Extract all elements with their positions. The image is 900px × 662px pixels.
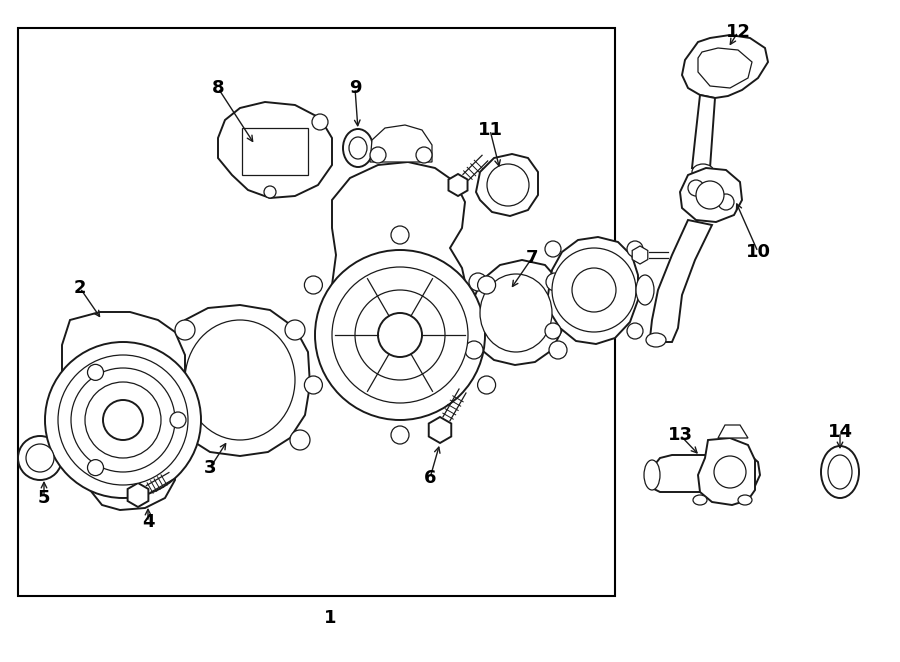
- Polygon shape: [332, 162, 468, 375]
- Polygon shape: [698, 438, 755, 505]
- Circle shape: [696, 181, 724, 209]
- Circle shape: [465, 341, 483, 359]
- Polygon shape: [448, 174, 467, 196]
- Circle shape: [627, 241, 643, 257]
- Circle shape: [87, 364, 104, 381]
- Polygon shape: [650, 455, 760, 492]
- Circle shape: [290, 430, 310, 450]
- Circle shape: [552, 248, 636, 332]
- Polygon shape: [218, 102, 332, 198]
- Circle shape: [285, 320, 305, 340]
- Text: 13: 13: [668, 426, 692, 444]
- Circle shape: [714, 456, 746, 488]
- Ellipse shape: [828, 455, 852, 489]
- Circle shape: [315, 250, 485, 420]
- Circle shape: [549, 341, 567, 359]
- Ellipse shape: [487, 164, 529, 206]
- Polygon shape: [468, 260, 565, 365]
- Ellipse shape: [343, 129, 373, 167]
- Ellipse shape: [636, 275, 654, 305]
- Polygon shape: [682, 35, 768, 98]
- Circle shape: [264, 186, 276, 198]
- Ellipse shape: [692, 164, 714, 180]
- Circle shape: [85, 382, 161, 458]
- Circle shape: [71, 368, 175, 472]
- Text: 14: 14: [827, 423, 852, 441]
- Text: 1: 1: [324, 609, 337, 627]
- Circle shape: [26, 444, 54, 472]
- Polygon shape: [370, 125, 432, 162]
- Circle shape: [304, 376, 322, 394]
- Polygon shape: [632, 246, 648, 264]
- Circle shape: [304, 276, 322, 294]
- Bar: [18, 28, 615, 596]
- Polygon shape: [128, 483, 148, 507]
- Ellipse shape: [693, 495, 707, 505]
- Text: 4: 4: [142, 513, 154, 531]
- Ellipse shape: [644, 460, 660, 490]
- Ellipse shape: [185, 320, 295, 440]
- Polygon shape: [692, 95, 715, 168]
- Circle shape: [688, 180, 704, 196]
- Polygon shape: [170, 305, 310, 456]
- Text: 9: 9: [349, 79, 361, 97]
- Circle shape: [175, 320, 195, 340]
- Circle shape: [469, 273, 487, 291]
- Circle shape: [378, 313, 422, 357]
- Circle shape: [168, 430, 188, 450]
- Circle shape: [370, 147, 386, 163]
- Ellipse shape: [349, 137, 367, 159]
- Circle shape: [103, 400, 143, 440]
- Circle shape: [572, 268, 616, 312]
- Circle shape: [18, 436, 62, 480]
- Polygon shape: [428, 417, 451, 443]
- Circle shape: [391, 426, 409, 444]
- Text: 7: 7: [526, 249, 538, 267]
- Circle shape: [355, 290, 445, 380]
- Text: 11: 11: [478, 121, 502, 139]
- Circle shape: [332, 267, 468, 403]
- Circle shape: [58, 355, 188, 485]
- Text: 2: 2: [74, 279, 86, 297]
- Circle shape: [391, 226, 409, 244]
- Polygon shape: [680, 168, 742, 222]
- Ellipse shape: [821, 446, 859, 498]
- Polygon shape: [476, 154, 538, 216]
- Text: 5: 5: [38, 489, 50, 507]
- Circle shape: [546, 273, 564, 291]
- Ellipse shape: [646, 333, 666, 347]
- Circle shape: [718, 194, 734, 210]
- Circle shape: [312, 114, 328, 130]
- Text: 8: 8: [212, 79, 224, 97]
- Circle shape: [478, 376, 496, 394]
- Text: 6: 6: [424, 469, 436, 487]
- Polygon shape: [698, 48, 752, 88]
- Text: 10: 10: [745, 243, 770, 261]
- Polygon shape: [718, 425, 748, 438]
- Circle shape: [416, 147, 432, 163]
- Polygon shape: [650, 220, 712, 342]
- Text: 3: 3: [203, 459, 216, 477]
- Ellipse shape: [480, 274, 552, 352]
- Text: 12: 12: [725, 23, 751, 41]
- Ellipse shape: [738, 495, 752, 505]
- Circle shape: [170, 412, 186, 428]
- Circle shape: [45, 342, 201, 498]
- Polygon shape: [62, 312, 185, 510]
- Circle shape: [545, 323, 561, 339]
- Circle shape: [545, 241, 561, 257]
- Circle shape: [478, 276, 496, 294]
- Circle shape: [87, 459, 104, 475]
- Polygon shape: [548, 237, 638, 344]
- Circle shape: [627, 323, 643, 339]
- Polygon shape: [242, 128, 308, 175]
